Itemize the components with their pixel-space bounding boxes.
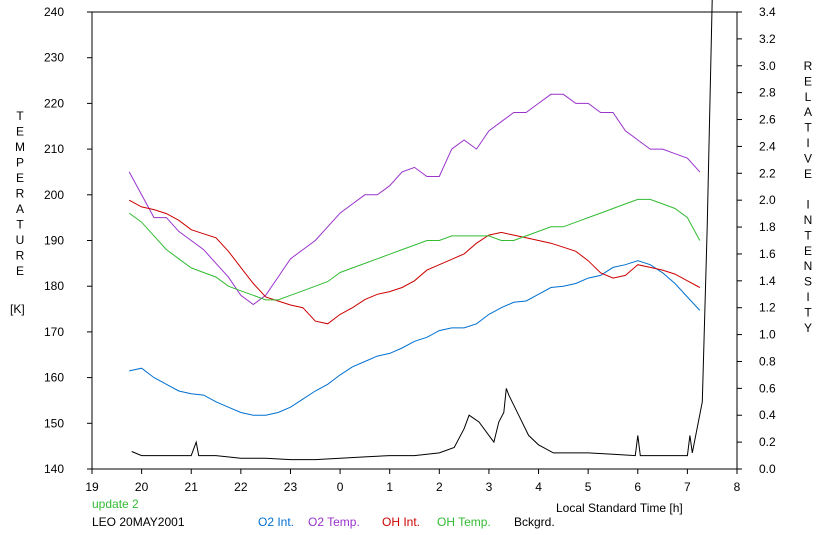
y-left-tick-label: 160 [44, 371, 64, 385]
y-right-tick-label: 1.4 [759, 274, 776, 288]
y-right-tick-label: 1.0 [759, 328, 776, 342]
y-axis-left-ticks: 140 150 160 170 180 190 200 210 220 230 240 [44, 5, 92, 476]
legend-o2-int: O2 Int. [258, 515, 294, 529]
oh-int-line [128, 199, 701, 325]
x-tick-label: 2 [436, 480, 443, 494]
update-annotation: update 2 [92, 497, 139, 511]
y-right-tick-label: 3.0 [759, 59, 776, 73]
y-left-tick-label: 240 [44, 5, 64, 19]
x-tick-label: 21 [185, 480, 199, 494]
y-right-tick-label: 3.4 [759, 5, 776, 19]
y-left-tick-label: 140 [44, 462, 64, 476]
y-left-tick-label: 170 [44, 325, 64, 339]
y-left-tick-label: 200 [44, 188, 64, 202]
y-right-tick-label: 2.4 [759, 139, 776, 153]
y-right-tick-label: 1.8 [759, 220, 776, 234]
y-left-tick-label: 220 [44, 96, 64, 110]
y-right-tick-label: 0.2 [759, 435, 776, 449]
x-tick-label: 20 [135, 480, 149, 494]
series-lines [128, 0, 713, 461]
y-right-tick-label: 0.6 [759, 381, 776, 395]
legend-bckgrd: Bckgrd. [514, 515, 555, 529]
y-right-tick-label: 2.0 [759, 193, 776, 207]
y-right-tick-label: 1.6 [759, 247, 776, 261]
x-tick-label: 3 [486, 480, 493, 494]
oh-temp-line [128, 198, 701, 301]
y-right-tick-label: 2.2 [759, 166, 776, 180]
x-tick-label: 0 [337, 480, 344, 494]
x-axis-ticks: 19 20 21 22 23 0 1 2 3 4 5 6 7 8 [85, 469, 741, 494]
y-right-tick-label: 0.8 [759, 354, 776, 368]
o2-temp-line [128, 93, 701, 306]
x-tick-label: 8 [734, 480, 741, 494]
y-right-tick-label: 1.2 [759, 301, 776, 315]
station-date-annotation: LEO 20MAY2001 [92, 515, 185, 529]
background-line [131, 0, 713, 461]
y-right-tick-label: 2.8 [759, 86, 776, 100]
x-tick-label: 7 [684, 480, 691, 494]
x-tick-label: 4 [535, 480, 542, 494]
legend-oh-int: OH Int. [382, 515, 420, 529]
o2-int-line [129, 260, 701, 416]
x-tick-label: 23 [284, 480, 298, 494]
plot-frame [91, 11, 738, 470]
x-axis-label: Local Standard Time [h] [556, 501, 683, 515]
x-tick-label: 1 [386, 480, 393, 494]
y-left-tick-label: 150 [44, 416, 64, 430]
y-right-tick-label: 3.2 [759, 32, 776, 46]
y-axis-right-ticks: 0.0 0.2 0.4 0.6 0.8 1.0 1.2 1.4 1.6 1.8 2.0 2.2 2.4 2… [737, 5, 776, 476]
y-left-tick-label: 190 [44, 234, 64, 248]
x-tick-label: 19 [85, 480, 99, 494]
y-right-tick-label: 2.6 [759, 113, 776, 127]
x-tick-label: 5 [585, 480, 592, 494]
x-tick-label: 22 [234, 480, 248, 494]
y-left-tick-label: 230 [44, 51, 64, 65]
legend-o2-temp: O2 Temp. [308, 515, 360, 529]
legend-oh-temp: OH Temp. [437, 515, 491, 529]
x-tick-label: 6 [634, 480, 641, 494]
y-left-tick-label: 210 [44, 142, 64, 156]
y-right-tick-label: 0.0 [759, 462, 776, 476]
y-axis-left-unit: [K] [10, 302, 25, 316]
y-left-tick-label: 180 [44, 279, 64, 293]
y-right-tick-label: 0.4 [759, 408, 776, 422]
